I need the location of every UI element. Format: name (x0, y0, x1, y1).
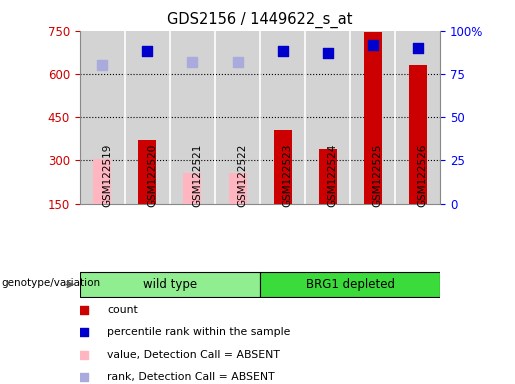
Text: GSM122524: GSM122524 (328, 144, 338, 207)
Text: count: count (107, 305, 138, 315)
Point (414, 45, 422, 51)
Text: wild type: wild type (143, 278, 197, 291)
Text: value, Detection Call = ABSENT: value, Detection Call = ABSENT (107, 350, 280, 360)
Bar (409, 65, 427, 204)
Point (143, 48, 151, 55)
Text: rank, Detection Call = ABSENT: rank, Detection Call = ABSENT (107, 372, 275, 382)
Point (80, 307, 88, 313)
Bar (229, 173, 247, 204)
Text: GSM122521: GSM122521 (193, 144, 202, 207)
Bar (273, 130, 291, 204)
Text: genotype/variation: genotype/variation (2, 278, 101, 288)
Point (323, 50, 332, 56)
Text: percentile rank within the sample: percentile rank within the sample (107, 328, 290, 338)
Text: GSM122520: GSM122520 (147, 144, 158, 207)
Text: GSM122523: GSM122523 (283, 144, 293, 207)
Text: GSM122526: GSM122526 (418, 144, 428, 207)
FancyBboxPatch shape (260, 272, 440, 297)
Text: GSM122522: GSM122522 (237, 144, 248, 207)
Point (80, 374, 88, 380)
Bar (319, 149, 337, 204)
Point (369, 41, 377, 48)
Bar (364, 32, 382, 204)
Bar (93, 159, 111, 204)
Point (98, 62, 107, 68)
Point (80, 352, 88, 358)
Bar (183, 173, 201, 204)
Point (233, 59, 242, 65)
Bar (139, 140, 157, 204)
Point (80, 329, 88, 336)
Text: GSM122525: GSM122525 (373, 144, 383, 207)
Point (188, 59, 197, 65)
Title: GDS2156 / 1449622_s_at: GDS2156 / 1449622_s_at (167, 12, 353, 28)
Text: BRG1 depleted: BRG1 depleted (306, 278, 394, 291)
FancyBboxPatch shape (80, 272, 260, 297)
Text: GSM122519: GSM122519 (102, 144, 112, 207)
Point (279, 48, 287, 55)
